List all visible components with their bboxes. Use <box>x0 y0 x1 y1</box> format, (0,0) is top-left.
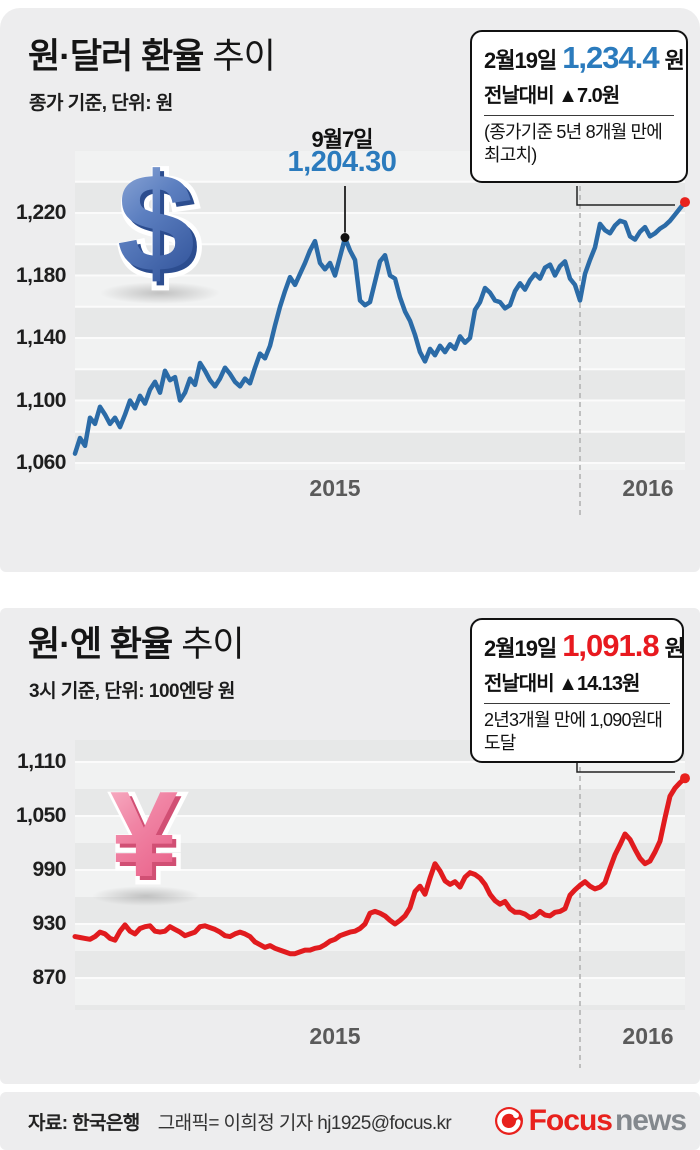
yen-icon: ¥ ¥ <box>92 766 200 911</box>
usd-x-tick-2015: 2015 <box>309 475 361 501</box>
y-axis-tick: 1,140 <box>15 326 67 349</box>
dollar-icon-face: $ <box>117 144 195 301</box>
y-axis-tick: 990 <box>32 858 66 881</box>
yen-callout-date: 2월19일 <box>484 636 557 661</box>
yen-callout-unit: 원 <box>664 636 685 661</box>
usd-x-tick-2016: 2016 <box>622 475 674 501</box>
footer-graphic-credit: 그래픽= 이희정 기자 hj1925@focus.kr <box>157 1112 452 1134</box>
yen-icon-extrude: ¥ <box>114 770 182 906</box>
yen-icon-shadow <box>92 886 200 906</box>
usd-peak-annotation-value: 1,204.30 <box>287 146 397 178</box>
yen-chart-title: 원·엔 환율 추이 <box>28 616 245 667</box>
yen-x-tick-2016: 2016 <box>622 1023 674 1049</box>
y-axis-tick: 1,180 <box>15 263 67 287</box>
yen-title-strong: 원·엔 환율 <box>28 625 173 664</box>
focus-news-logo: Focus news <box>494 1092 687 1150</box>
logo-text-focus: Focus <box>528 1104 613 1137</box>
usd-callout-note-line2: 최고치) <box>484 145 537 166</box>
usd-callout-date: 2월19일 <box>484 48 557 73</box>
yen-title-light: 추이 <box>181 625 244 664</box>
dollar-icon-extrude: $ <box>121 148 199 305</box>
usd-title-strong: 원·달러 환율 <box>28 37 204 76</box>
focus-news-logo-icon <box>494 1107 523 1135</box>
yen-callout-box: 2월19일 1,091.8 원 전날대비 ▲14.13원 2년3개월 만에 1,… <box>470 618 685 764</box>
yen-callout-headline: 2월19일 1,091.8 원 <box>484 628 685 664</box>
y-axis-tick: 1,100 <box>15 388 67 412</box>
y-axis-tick: 1,110 <box>17 750 66 773</box>
usd-callout-value: 1,234.4 <box>562 40 659 75</box>
footer-source: 자료: 한국은행 <box>28 1112 140 1134</box>
y-axis-tick: 1,060 <box>15 451 67 474</box>
yen-callout-change: 전날대비 ▲14.13원 <box>484 673 640 695</box>
usd-callout-box: 2월19일 1,234.4 원 전날대비 ▲7.0원 (종가기준 5년 8개월 … <box>470 30 688 183</box>
yen-callout-divider <box>484 703 670 704</box>
usd-peak-annotation-date: 9월7일 <box>311 127 374 152</box>
dollar-icon-shadow <box>100 282 220 304</box>
yen-chart-subtitle: 3시 기준, 단위: 100엔당 원 <box>29 681 235 702</box>
yen-callout-note-line2: 도달 <box>484 733 516 754</box>
y-axis-tick: 1,050 <box>15 804 67 827</box>
yen-callout-note-line1: 2년3개월 만에 1,090원대 <box>484 710 663 730</box>
yen-icon-face: ¥ <box>110 766 178 902</box>
usd-callout-unit: 원 <box>664 48 685 73</box>
usd-callout-divider <box>484 115 674 116</box>
usd-callout-change: 전날대비 ▲7.0원 <box>484 85 620 107</box>
usd-chart-title: 원·달러 환율 추이 <box>28 28 276 79</box>
logo-text-news: news <box>614 1104 687 1137</box>
yen-x-tick-2015: 2015 <box>309 1023 361 1049</box>
footer-credits: 자료: 한국은행 그래픽= 이희정 기자 hj1925@focus.kr <box>28 1092 452 1150</box>
usd-title-light: 추이 <box>212 37 275 76</box>
footer-panel <box>0 1092 700 1150</box>
usd-chart-subtitle: 종가 기준, 단위: 원 <box>29 93 173 114</box>
y-axis-tick: 1,220 <box>15 201 67 224</box>
y-axis-tick: 930 <box>32 912 66 935</box>
yen-callout-value: 1,091.8 <box>562 628 659 663</box>
usd-callout-note-line1: (종가기준 5년 8개월 만에 <box>484 122 663 142</box>
usd-callout-headline: 2월19일 1,234.4 원 <box>484 40 685 76</box>
y-axis-tick: 870 <box>32 966 66 989</box>
dollar-icon: $ $ <box>100 143 220 310</box>
